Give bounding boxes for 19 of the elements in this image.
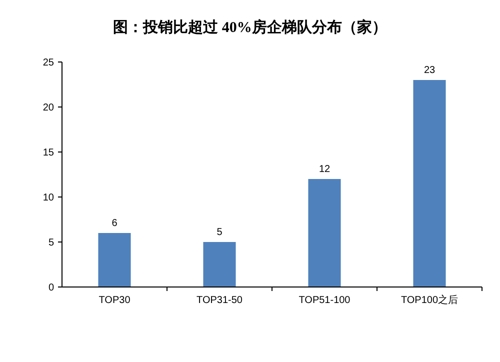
y-tick-label: 10 xyxy=(42,192,54,204)
data-label: 6 xyxy=(112,218,118,229)
x-tick-label: TOP31-50 xyxy=(196,295,243,306)
x-tick-label: TOP100之后 xyxy=(400,294,458,306)
y-tick-label: 5 xyxy=(48,238,54,248)
bar xyxy=(203,242,236,287)
bar xyxy=(308,179,341,287)
bar xyxy=(413,80,446,287)
x-tick-label: TOP51-100 xyxy=(298,295,351,306)
y-tick-label: 0 xyxy=(48,282,54,294)
x-tick-label: TOP30 xyxy=(98,295,131,306)
bar xyxy=(98,233,131,287)
y-tick-label: 15 xyxy=(42,148,54,158)
chart-title: 图：投销比超过 40%房企梯队分布（家） xyxy=(113,18,387,36)
y-tick-label: 25 xyxy=(42,58,54,68)
data-label: 23 xyxy=(424,65,436,76)
y-tick-label: 20 xyxy=(42,102,54,114)
data-label: 5 xyxy=(216,227,223,238)
data-label: 12 xyxy=(318,164,330,175)
